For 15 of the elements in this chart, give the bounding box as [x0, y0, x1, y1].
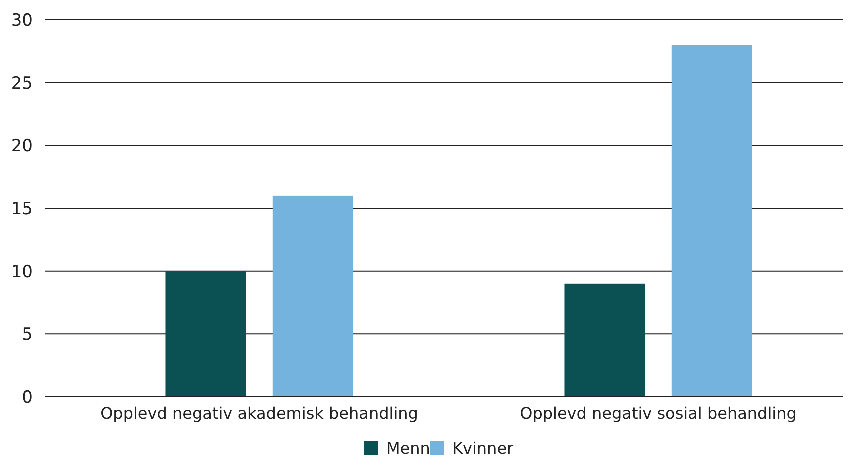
x-tick-label: Opplevd negativ sosial behandling: [520, 404, 797, 423]
bar: [272, 196, 354, 397]
y-tick-label: 20: [11, 136, 33, 157]
bar: [672, 45, 752, 397]
legend-label: Menn: [386, 439, 430, 458]
bar: [166, 271, 246, 397]
y-tick-label: 30: [11, 10, 33, 31]
y-tick-label: 5: [22, 325, 33, 346]
x-tick-label: Opplevd negativ akademisk behandling: [100, 404, 418, 423]
y-tick-label: 25: [11, 74, 33, 94]
legend-label: Kvinner: [452, 439, 514, 458]
y-tick-label: 10: [11, 262, 33, 282]
y-tick-label: 15: [11, 199, 33, 220]
bar: [564, 284, 646, 397]
y-tick-label: 0: [22, 388, 33, 408]
